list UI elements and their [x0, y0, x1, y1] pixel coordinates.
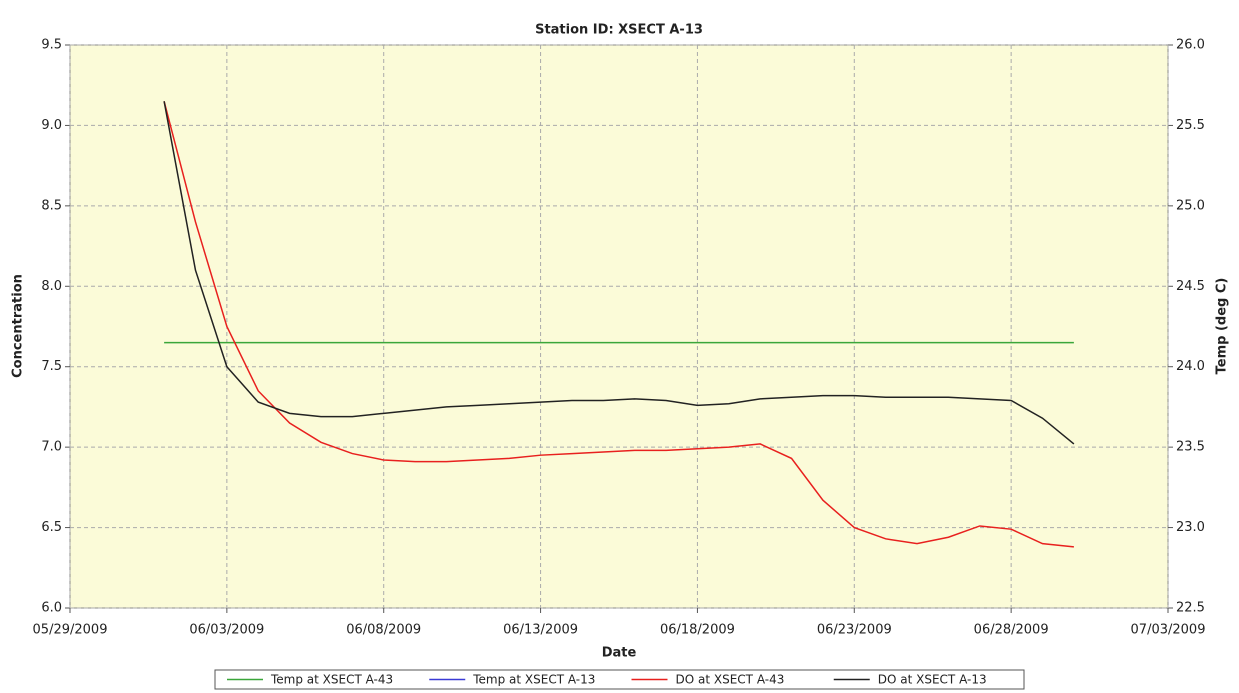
x-axis-label: Date — [602, 646, 637, 661]
x-tick-label: 06/03/2009 — [189, 623, 264, 638]
y-tick-label: 8.0 — [41, 279, 62, 294]
legend-label: Temp at XSECT A-13 — [472, 673, 595, 687]
x-tick-label: 06/28/2009 — [974, 623, 1049, 638]
y2-tick-label: 25.5 — [1176, 118, 1205, 133]
y2-axis-label: Temp (deg C) — [1215, 278, 1230, 375]
x-tick-label: 06/18/2009 — [660, 623, 735, 638]
legend-label: Temp at XSECT A-43 — [270, 673, 393, 687]
legend-label: DO at XSECT A-13 — [878, 673, 987, 687]
y-tick-label: 7.0 — [41, 440, 62, 455]
x-tick-label: 06/13/2009 — [503, 623, 578, 638]
y-tick-label: 6.0 — [41, 601, 62, 616]
y-tick-label: 8.5 — [41, 198, 62, 213]
chart-title: Station ID: XSECT A-13 — [535, 23, 703, 38]
y-tick-label: 7.5 — [41, 359, 62, 374]
x-tick-label: 07/03/2009 — [1131, 623, 1206, 638]
data-line — [163, 101, 1075, 445]
y2-tick-label: 22.5 — [1176, 601, 1205, 616]
plot-area — [69, 44, 1169, 609]
legend-label: DO at XSECT A-43 — [676, 673, 785, 687]
y2-tick-label: 25.0 — [1176, 198, 1205, 213]
y-tick-label: 9.0 — [41, 118, 62, 133]
y-tick-label: 6.5 — [41, 520, 62, 535]
y2-tick-label: 23.0 — [1176, 520, 1205, 535]
y2-tick-label: 24.0 — [1176, 359, 1205, 374]
y2-tick-label: 26.0 — [1176, 38, 1205, 53]
y2-tick-label: 23.5 — [1176, 440, 1205, 455]
y-axis-label: Concentration — [11, 274, 26, 378]
x-tick-label: 05/29/2009 — [33, 623, 108, 638]
y2-tick-label: 24.5 — [1176, 279, 1205, 294]
legend — [214, 669, 1025, 690]
data-line — [163, 101, 1074, 548]
x-tick-label: 06/23/2009 — [817, 623, 892, 638]
y-tick-label: 9.5 — [41, 38, 62, 53]
x-tick-label: 06/08/2009 — [346, 623, 421, 638]
